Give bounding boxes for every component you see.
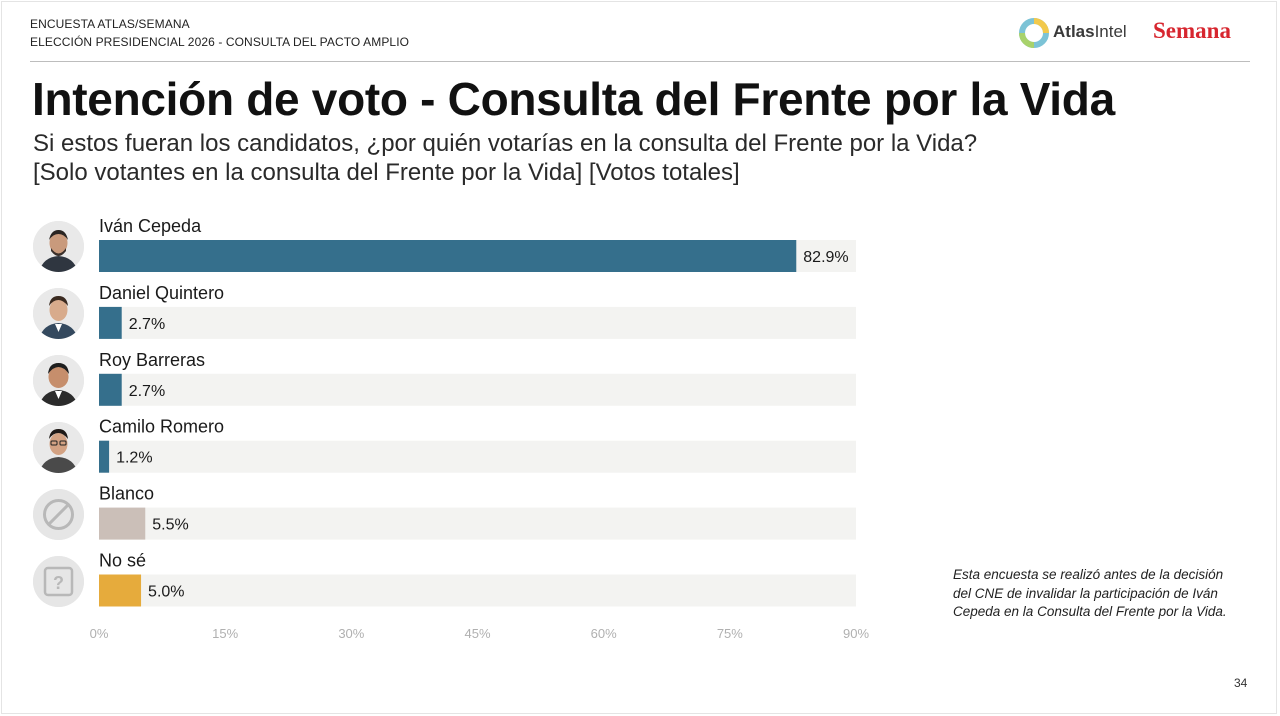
- chart-title: Intención de voto - Consulta del Frente …: [32, 73, 1115, 125]
- question-mark-icon: ?: [33, 556, 84, 607]
- category-label: Blanco: [99, 484, 154, 504]
- avatar-camilo-romero: [33, 422, 84, 473]
- svg-text:?: ?: [53, 573, 64, 593]
- value-label: 1.2%: [116, 450, 152, 467]
- bar: [99, 507, 146, 540]
- avatar-ivan-cepeda: [33, 221, 84, 272]
- category-label: No sé: [99, 551, 146, 571]
- category-label: Daniel Quintero: [99, 283, 224, 303]
- bar: [99, 373, 122, 406]
- category-label: Roy Barreras: [99, 350, 205, 370]
- x-tick-label: 45%: [464, 626, 490, 641]
- header-divider: [30, 61, 1250, 62]
- value-label: 2.7%: [129, 316, 165, 333]
- avatar-roy-barreras: [33, 355, 84, 406]
- chart-scope: [Solo votantes en la consulta del Frente…: [33, 159, 740, 186]
- bar-track: [99, 574, 856, 607]
- x-tick-label: 90%: [843, 626, 869, 641]
- bar-track: [99, 306, 856, 339]
- chart-question: Si estos fueran los candidatos, ¿por qui…: [33, 130, 978, 157]
- bar: [99, 240, 797, 272]
- atlasintel-wordmark: AtlasIntel: [1053, 22, 1127, 41]
- person-icon: [33, 355, 84, 406]
- page-number: 34: [1234, 676, 1248, 690]
- bar-track: [99, 507, 856, 540]
- x-tick-label: 30%: [338, 626, 364, 641]
- footnote: Esta encuesta se realizó antes de la dec…: [953, 567, 1227, 619]
- x-tick-label: 75%: [717, 626, 743, 641]
- avatar-blanco: [33, 489, 84, 540]
- category-label: Camilo Romero: [99, 417, 224, 437]
- person-icon: [33, 288, 84, 339]
- value-label: 5.0%: [148, 584, 184, 601]
- avatar-no-se: ?: [33, 556, 84, 607]
- prohibited-icon: [33, 489, 84, 540]
- chart-subtitle: Si estos fueran los candidatos, ¿por qui…: [33, 129, 977, 187]
- atlasintel-logo-icon: [1019, 18, 1049, 48]
- x-tick-label: 60%: [591, 626, 617, 641]
- survey-subject: ELECCIÓN PRESIDENCIAL 2026 - CONSULTA DE…: [30, 35, 410, 49]
- x-tick-label: 0%: [90, 626, 109, 641]
- person-icon: [33, 221, 84, 272]
- bar: [99, 574, 142, 607]
- person-icon: [33, 422, 84, 473]
- x-tick-label: 15%: [212, 626, 238, 641]
- semana-logo: Semana: [1153, 18, 1231, 43]
- avatar-daniel-quintero: [33, 288, 84, 339]
- category-label: Iván Cepeda: [99, 216, 202, 236]
- bar: [99, 306, 122, 339]
- value-label: 2.7%: [129, 383, 165, 400]
- survey-name: ENCUESTA ATLAS/SEMANA: [30, 17, 190, 31]
- value-label: 82.9%: [803, 249, 848, 266]
- bar-track: [99, 440, 856, 473]
- bar-track: [99, 373, 856, 406]
- bar: [99, 440, 110, 473]
- value-label: 5.5%: [152, 517, 188, 534]
